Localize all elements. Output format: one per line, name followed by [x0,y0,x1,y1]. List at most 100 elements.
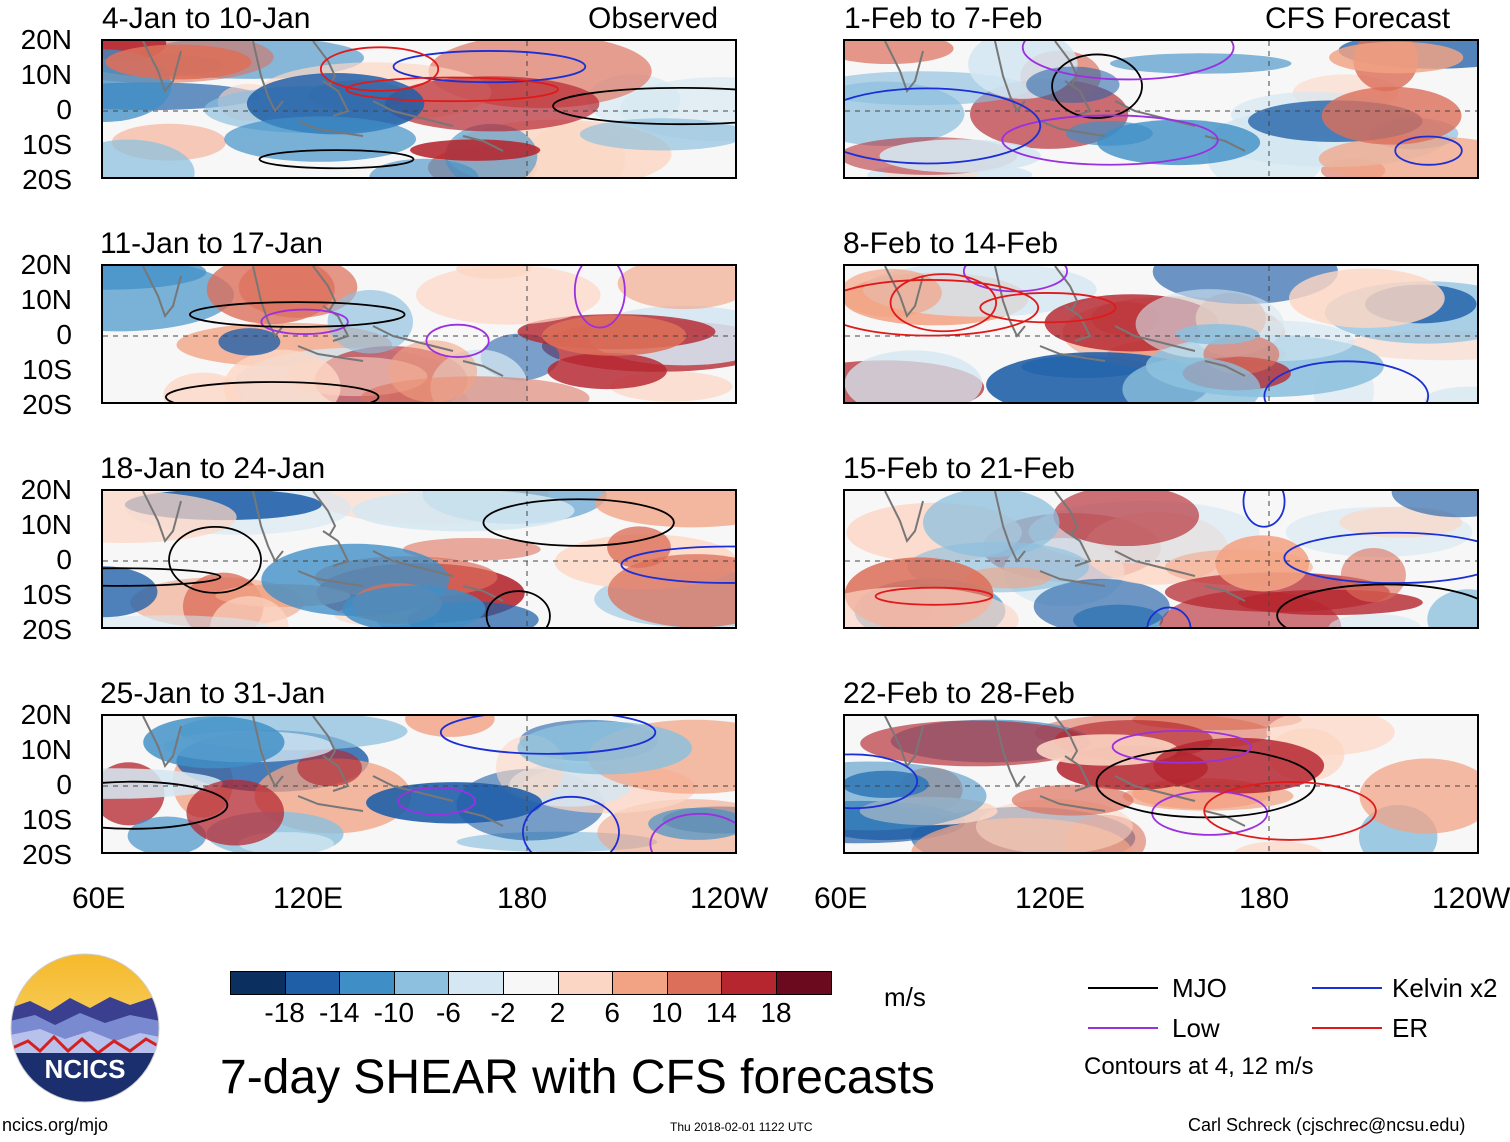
lat-label: 20N [20,474,72,505]
panel-date-range: 8-Feb to 14-Feb [843,227,1059,260]
shear-field [845,716,1477,852]
map-panel [101,39,737,179]
wave-contour [522,795,620,852]
shear-anomaly-blob [1427,589,1477,627]
panel-date-range: 4-Jan to 10-Jan [102,2,311,35]
shear-anomaly-blob [1109,53,1292,74]
shear-field [845,266,1477,402]
shear-anomaly-blob [922,491,1060,558]
coastline [322,755,350,792]
wave-contour [1146,606,1192,627]
shear-map [843,39,1479,179]
lat-label: 20S [22,614,72,645]
shear-anomaly-blob [103,491,237,543]
shear-anomaly-blob [617,266,735,310]
lat-label: 10S [22,354,72,385]
shear-anomaly-blob [366,782,543,824]
shear-map [843,489,1479,629]
colorbar-tick-label: -10 [373,997,415,1028]
colorbar-units: m/s [884,982,926,1012]
shear-anomaly-blob [352,491,575,532]
lat-label: 20N [20,699,72,730]
shear-anomaly-blob [1266,716,1395,756]
wave-contour [552,86,735,126]
logo-text: NCICS [45,1054,126,1084]
panel-source-tag: Observed [588,2,719,35]
coastline [1039,795,1106,812]
panel-source-tag: CFS Forecast [1265,2,1451,35]
wave-contour [319,46,440,92]
wave-contour [103,780,229,830]
shear-anomaly-blob [1329,41,1464,74]
shear-anomaly-blob [218,328,281,356]
coastline [372,325,454,352]
wave-contour [189,301,406,328]
shear-anomaly-blob [416,266,601,325]
wave-contour [845,753,919,810]
shear-anomaly-blob [385,76,600,132]
colorbar-tick-label: 10 [651,997,683,1028]
coastline [297,570,364,587]
map-panel [101,714,737,854]
footer-url[interactable]: ncics.org/mjo [2,1115,109,1135]
wave-contour [1111,729,1252,764]
colorbar-swatch [230,971,286,995]
legend-swatch-kelvin [1312,987,1382,989]
map-panel [843,264,1479,404]
shear-anomaly-blob [860,720,1090,767]
lat-label: 10N [20,59,72,90]
coastline [252,716,284,788]
colorbar-tick-label: 6 [604,997,620,1028]
map-panel [101,489,737,629]
shear-map [101,714,737,854]
colorbar-swatch [666,971,723,995]
lat-label: 0 [56,94,72,125]
shear-anomaly-blob [1097,119,1261,166]
lat-label: 20N [20,249,72,280]
coastline [884,491,924,544]
wave-contour [439,716,657,755]
coastline [322,530,350,567]
wave-contour [1283,531,1477,584]
coastline [462,360,504,377]
colorbar-tick-label: -18 [264,997,305,1028]
lat-label: 10S [22,579,72,610]
shear-anomaly-blob [607,554,735,627]
shear-anomaly-blob [517,721,693,775]
lat-label: 0 [56,544,72,575]
legend-swatch-mjo [1088,987,1158,989]
wave-contour [425,323,490,358]
logo-graphic: NCICS [10,953,160,1103]
coastline [142,41,182,94]
lon-label: 60E [72,882,126,915]
shear-anomaly-blob [327,290,414,354]
shear-field [103,491,735,627]
legend-label: MJO [1172,973,1227,1003]
wave-contour [165,381,380,402]
wave-contour [874,586,994,606]
coastline [994,41,1026,113]
footer-timestamp: Thu 2018-02-01 1122 UTC [670,1120,813,1134]
wave-contour [1203,781,1377,841]
shear-anomaly-blob [1011,784,1134,816]
coastline [1054,41,1079,87]
coastline [297,120,364,137]
wave-contour [397,786,476,816]
lon-label: 120W [1432,882,1510,915]
shear-anomaly-blob [547,352,667,390]
wave-contour [103,567,222,587]
coastline [1114,775,1196,802]
legend-label: Low [1172,1013,1220,1043]
colorbar-tick-label: 2 [549,997,566,1028]
wave-contour [1242,491,1286,528]
shear-anomaly-blob [1424,386,1477,402]
wave-contour [620,545,735,584]
shear-anomaly-blob [405,716,495,737]
legend-label: ER [1392,1013,1429,1043]
lat-label: 20S [22,389,72,420]
coastline [252,491,284,563]
shear-anomaly-blob [1153,737,1325,794]
shear-field [103,716,735,852]
lat-label: 20N [20,24,72,55]
coastline [462,135,504,152]
